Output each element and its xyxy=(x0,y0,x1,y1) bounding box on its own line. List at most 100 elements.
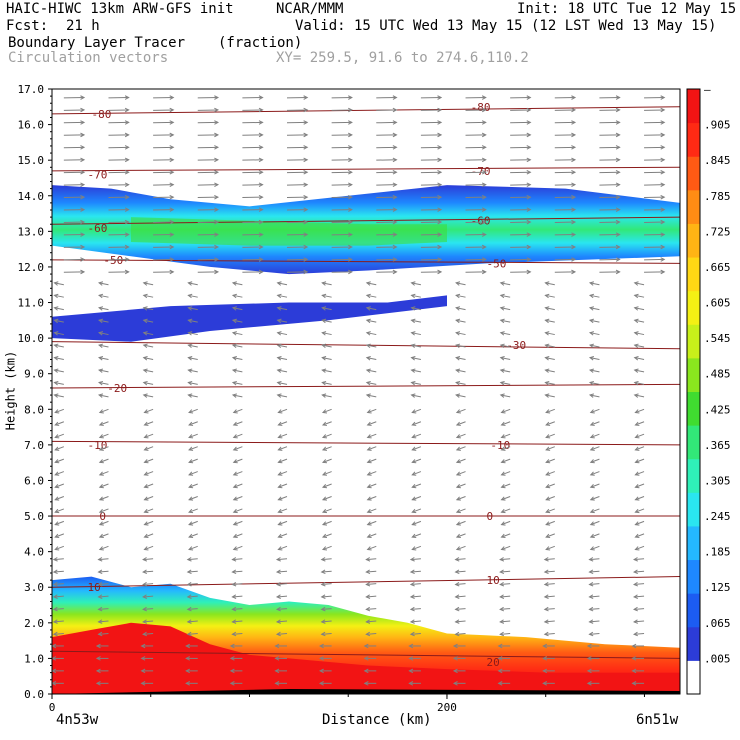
wind-vector xyxy=(634,608,645,610)
wind-vector xyxy=(500,595,511,598)
wind-vector xyxy=(322,545,332,551)
wind-vector-head xyxy=(80,219,86,225)
y-tick-label: 0.0 xyxy=(24,688,44,701)
wind-vector-head xyxy=(615,107,621,113)
wind-vector-head xyxy=(321,368,327,373)
wind-vector-head xyxy=(276,306,282,311)
wind-vector xyxy=(412,471,422,476)
wind-vector xyxy=(187,570,198,573)
wind-vector xyxy=(589,344,600,348)
org-label: NCAR/MMM xyxy=(276,1,344,17)
wind-vector-head xyxy=(392,157,398,163)
wind-vector xyxy=(589,394,600,398)
wind-vector xyxy=(366,595,377,598)
wind-vector-head xyxy=(185,643,191,649)
wind-vector-head xyxy=(80,269,86,275)
wind-vector xyxy=(277,633,288,635)
wind-vector xyxy=(456,332,466,336)
wind-vector-head xyxy=(392,244,398,250)
y-tick-label: 2.0 xyxy=(24,617,44,630)
wind-vector xyxy=(143,357,154,360)
wind-vector xyxy=(545,421,555,426)
wind-vector-head xyxy=(188,483,194,489)
wind-vector-head xyxy=(634,546,640,551)
wind-vector-head xyxy=(545,434,551,439)
wind-vector-head xyxy=(52,569,58,575)
colorbar-segment xyxy=(687,391,700,426)
wind-vector-head xyxy=(454,557,460,562)
wind-vector xyxy=(53,583,64,586)
wind-vector-head xyxy=(98,409,104,414)
wind-vector-head xyxy=(571,107,577,113)
wind-vector-head xyxy=(54,521,60,526)
wind-vector-head xyxy=(188,533,194,539)
wind-vector-head xyxy=(365,368,371,373)
wind-vector xyxy=(99,496,109,501)
colorbar-label: .545 xyxy=(704,332,731,345)
wind-vector-head xyxy=(571,120,577,125)
wind-vector-head xyxy=(499,594,505,599)
wind-vector xyxy=(500,570,511,573)
wind-vector xyxy=(232,583,243,586)
colorbar-segment xyxy=(687,89,700,124)
wind-vector xyxy=(366,382,377,385)
wind-vector-head xyxy=(589,496,595,501)
wind-vector xyxy=(143,344,154,348)
wind-vector-head xyxy=(660,257,666,262)
wind-vector xyxy=(367,533,377,538)
colorbar-segment xyxy=(687,324,700,359)
wind-vector xyxy=(233,471,243,476)
wind-vector xyxy=(53,558,64,561)
wind-vector xyxy=(278,496,288,501)
wind-vector-head xyxy=(392,269,398,275)
wind-vector-head xyxy=(142,631,148,637)
wind-vector xyxy=(144,508,154,513)
wind-vector-head xyxy=(363,681,369,686)
wind-vector xyxy=(589,332,600,336)
colorbar-label: – xyxy=(704,83,711,96)
wind-vector-head xyxy=(499,606,505,612)
wind-vector xyxy=(634,583,645,586)
wind-vector xyxy=(411,332,421,336)
wind-vector xyxy=(277,357,288,360)
wind-vector-head xyxy=(366,421,372,426)
wind-vector xyxy=(144,471,154,476)
wind-vector xyxy=(98,332,109,336)
isotherm-line xyxy=(52,383,680,389)
wind-vector-head xyxy=(363,643,369,649)
wind-vector-head xyxy=(500,459,506,464)
wind-vector-head xyxy=(411,496,417,501)
wind-vector xyxy=(55,446,65,451)
wind-vector xyxy=(99,408,109,414)
wind-vector-head xyxy=(632,631,638,637)
wind-vector-head xyxy=(348,157,353,163)
wind-vector xyxy=(635,458,645,463)
wind-vector-head xyxy=(365,557,371,562)
wind-vector-head xyxy=(54,496,60,501)
wind-vector-head xyxy=(615,232,621,237)
wind-vector-head xyxy=(660,145,666,150)
wind-vector xyxy=(188,446,198,451)
wind-vector xyxy=(277,394,288,398)
wind-vector xyxy=(144,520,154,526)
wind-vector-head xyxy=(319,668,324,674)
isotherm-label: 10 xyxy=(486,574,499,587)
wind-vector xyxy=(590,545,600,551)
wind-vector xyxy=(589,307,600,311)
wind-vector-head xyxy=(660,207,666,212)
wind-vector-head xyxy=(497,656,503,661)
wind-vector-head xyxy=(185,668,191,674)
wind-vector xyxy=(367,545,377,551)
wind-vector-head xyxy=(231,331,237,336)
wind-vector-head xyxy=(542,643,548,649)
wind-vector-head xyxy=(615,120,621,125)
wind-vector-head xyxy=(232,546,238,551)
wind-vector-head xyxy=(392,95,398,100)
wind-vector-head xyxy=(588,619,594,624)
wind-vector xyxy=(188,508,198,513)
wind-vector xyxy=(410,633,421,635)
wind-vector xyxy=(98,357,109,360)
wind-vector-head xyxy=(410,356,416,361)
wind-vector-head xyxy=(231,393,237,398)
wind-vector-head xyxy=(53,368,59,373)
